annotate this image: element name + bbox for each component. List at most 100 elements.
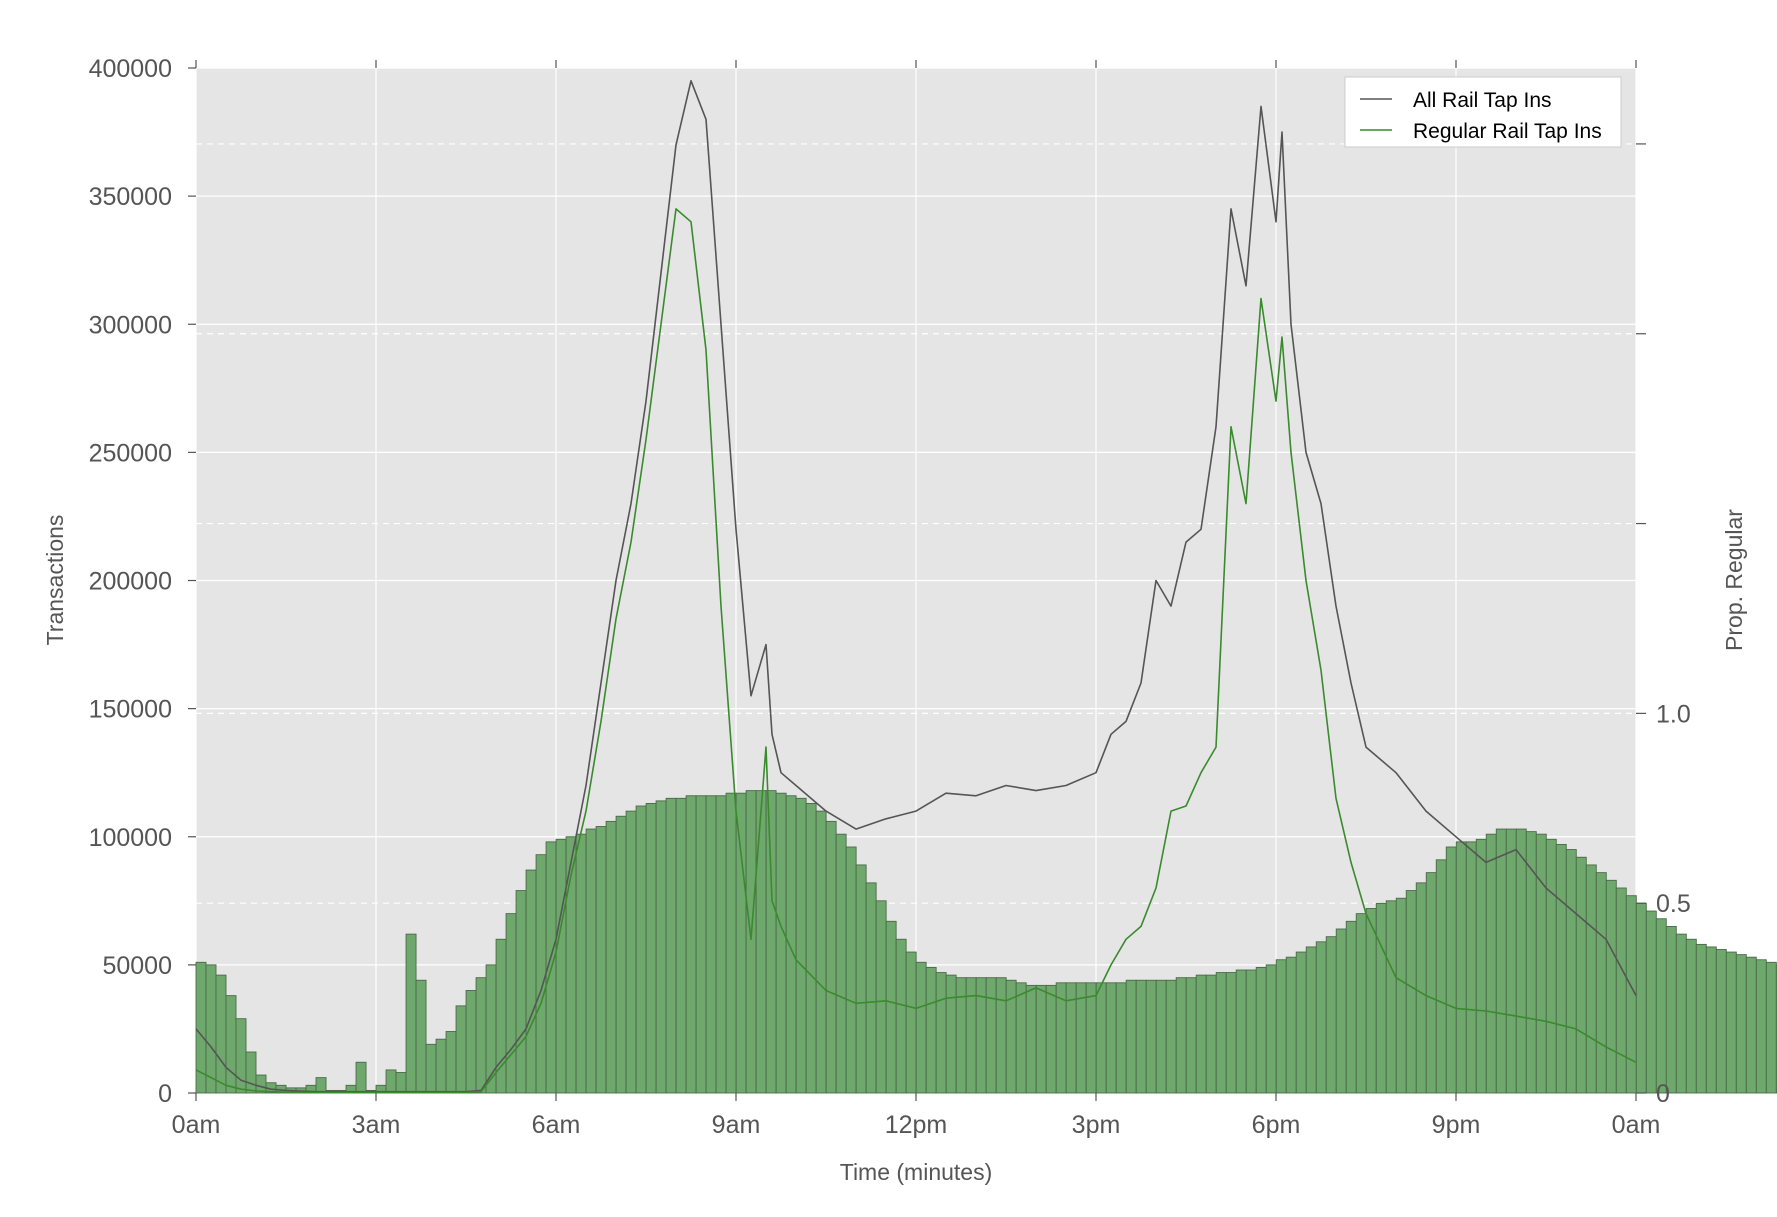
- bar: [1395, 897, 1407, 1094]
- bar: [1465, 841, 1477, 1094]
- bar: [505, 913, 517, 1094]
- bar: [715, 795, 727, 1094]
- bar: [1165, 979, 1177, 1094]
- bar: [1715, 949, 1727, 1094]
- bar: [1045, 984, 1057, 1094]
- bar: [1475, 838, 1487, 1094]
- bar: [825, 820, 837, 1094]
- bar: [1555, 843, 1567, 1094]
- bar: [455, 1005, 467, 1094]
- bar: [1745, 956, 1757, 1094]
- bar: [1215, 972, 1227, 1094]
- y2-tick-label: 0.5: [1656, 890, 1691, 918]
- bar: [1235, 969, 1247, 1094]
- x-tick-label: 3pm: [1072, 1111, 1121, 1139]
- bar: [885, 920, 897, 1094]
- bar: [625, 810, 637, 1094]
- bar: [1705, 946, 1717, 1094]
- bar: [1185, 977, 1197, 1094]
- bar: [1125, 979, 1137, 1094]
- y-tick-label: 150000: [89, 696, 172, 724]
- bar: [1375, 902, 1387, 1094]
- bar: [425, 1043, 437, 1094]
- bar: [205, 964, 217, 1094]
- bar: [1205, 974, 1217, 1094]
- bar: [745, 790, 757, 1094]
- bar: [805, 802, 817, 1094]
- bar: [1155, 979, 1167, 1094]
- bar: [1115, 982, 1127, 1094]
- bar: [785, 795, 797, 1094]
- bar: [1695, 943, 1707, 1094]
- bar: [1685, 938, 1697, 1094]
- y-tick-label: 50000: [102, 952, 172, 980]
- bar: [1595, 872, 1607, 1094]
- bar: [355, 1061, 367, 1094]
- y-tick-label: 200000: [89, 568, 172, 596]
- x-tick-label: 12pm: [885, 1111, 948, 1139]
- bar: [775, 792, 787, 1094]
- bar: [865, 882, 877, 1094]
- bar: [1585, 864, 1597, 1094]
- bar: [1105, 982, 1117, 1094]
- y-tick-label: 400000: [89, 55, 172, 83]
- bar: [445, 1031, 457, 1094]
- bar: [595, 826, 607, 1094]
- bar: [605, 820, 617, 1094]
- bar: [1495, 828, 1507, 1094]
- y-tick-label: 300000: [89, 311, 172, 339]
- bar: [995, 977, 1007, 1094]
- x-tick-label: 9pm: [1432, 1111, 1481, 1139]
- bar: [925, 966, 937, 1094]
- x-tick-label: 0am: [172, 1111, 221, 1139]
- y2-tick-label: 1.0: [1656, 700, 1691, 728]
- bar: [1175, 977, 1187, 1094]
- bar: [695, 795, 707, 1094]
- bar: [1535, 833, 1547, 1094]
- bar: [765, 790, 777, 1094]
- bar: [1755, 959, 1767, 1094]
- bar: [315, 1077, 327, 1094]
- bar: [955, 977, 967, 1094]
- bar: [1325, 936, 1337, 1094]
- bar: [795, 797, 807, 1094]
- legend-label-all-rail: All Rail Tap Ins: [1413, 89, 1552, 112]
- bar: [1515, 828, 1527, 1094]
- bar: [1425, 872, 1437, 1094]
- bar: [735, 792, 747, 1094]
- bar: [515, 890, 527, 1094]
- axes: 0am 3am 6am 9am 12pm 3pm 6pm 9pm 0am050000100000…: [89, 55, 1691, 1139]
- bar: [1275, 959, 1287, 1094]
- x-axis-label: Time (minutes): [840, 1159, 993, 1185]
- bar: [675, 797, 687, 1094]
- bar: [1445, 846, 1457, 1094]
- bar: [655, 800, 667, 1094]
- bar: [1635, 902, 1647, 1094]
- bar: [1345, 920, 1357, 1094]
- bar: [835, 833, 847, 1094]
- bar: [685, 795, 697, 1094]
- bar: [405, 933, 417, 1094]
- bar: [525, 869, 537, 1094]
- all-rail-line: [195, 80, 1637, 1093]
- bar: [395, 1072, 407, 1094]
- y2-axis-label: Prop. Regular: [1721, 509, 1747, 651]
- bar: [855, 864, 867, 1094]
- regular-rail-line: [195, 208, 1637, 1094]
- bar: [645, 802, 657, 1094]
- bar: [1525, 831, 1537, 1094]
- y-tick-label: 350000: [89, 183, 172, 211]
- bar: [1565, 849, 1577, 1094]
- y-tick-label: 250000: [89, 439, 172, 467]
- bar: [1085, 982, 1097, 1094]
- bar: [245, 1051, 257, 1094]
- bar: [1225, 972, 1237, 1094]
- bar: [535, 854, 547, 1094]
- bar: [935, 972, 947, 1094]
- legend: All Rail Tap Ins Regular Rail Tap Ins: [1344, 76, 1622, 148]
- bar: [555, 838, 567, 1094]
- bar: [705, 795, 717, 1094]
- bar: [385, 1069, 397, 1094]
